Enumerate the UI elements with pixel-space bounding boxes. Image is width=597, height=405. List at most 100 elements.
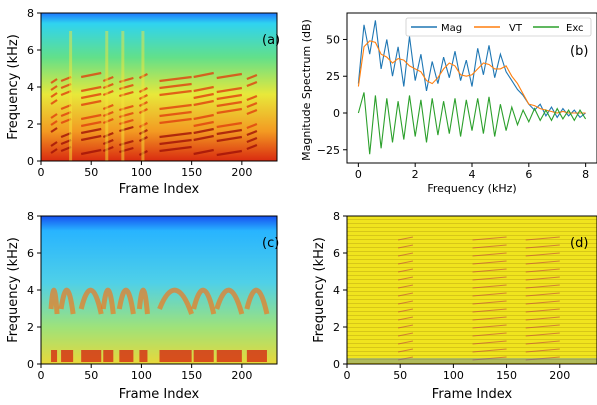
harmonic-stroke [246,80,258,88]
formant-track [191,287,217,315]
panel-b-xlabel: Frequency (kHz) [427,182,516,195]
harmonic-stroke [216,100,243,108]
xtick-label: 200 [549,369,570,382]
excitation-stroke [397,252,414,257]
excitation-stroke [525,268,560,273]
excitation-stroke [397,348,414,353]
excitation-stroke [525,300,560,305]
harmonic-stroke [80,92,102,100]
ytick-label: −25 [317,144,340,157]
spectrogram-a-harmonics [50,31,258,161]
harmonic-stroke [50,99,58,105]
xtick-label: 2 [412,168,419,181]
excitation-stroke [525,292,560,297]
formant-base [193,350,214,362]
harmonic-stroke [80,120,102,128]
harmonic-stroke [80,134,102,142]
harmonic-stroke [159,131,192,139]
excitation-stroke [472,348,507,353]
harmonic-stroke [159,110,192,118]
panel-c-tag: (c) [262,236,279,251]
harmonic-stroke [102,131,114,139]
harmonic-stroke [216,149,243,157]
panel-d-ylabel: Frequency (kHz) [312,237,327,343]
ytick-label: 4 [27,284,34,297]
panel-c-ylabel: Frequency (kHz) [6,237,21,343]
excitation-stroke [472,300,507,305]
harmonic-stroke [193,134,214,142]
ytick-label: 0 [333,358,340,371]
harmonic-stroke [50,78,58,84]
formant-base [103,350,114,362]
harmonic-stroke [246,94,258,102]
voicing-column [105,31,109,161]
harmonic-stroke [193,148,214,156]
excitation-stroke [525,340,560,345]
formant-base [216,350,242,362]
excitation-stroke [525,260,560,265]
harmonic-stroke [50,148,58,154]
xtick-label: 100 [131,369,152,382]
harmonic-stroke [246,108,258,116]
panel-c: (c) Frame Index Frequency (kHz) 0 50 100 15… [6,210,279,402]
harmonic-stroke [246,73,258,81]
xtick-label: 100 [443,369,464,382]
formant-track [244,287,270,315]
xtick-label: 0 [344,369,351,382]
excitation-stroke [397,324,414,329]
formant-track [157,287,194,315]
panel-d-tag: (d) [570,236,588,251]
harmonic-stroke [50,127,58,133]
ytick-label: 0 [333,107,340,120]
harmonic-stroke [102,138,114,146]
xtick-label: 150 [181,166,202,179]
excitation-stroke [472,276,507,281]
excitation-stroke [472,260,507,265]
panel-d-xlabel: Frame Index [432,387,513,402]
excitation-stroke [472,356,507,361]
spectrum-lines [357,20,587,155]
plot-d-spectrogram [347,216,597,364]
ytick-label: 0 [27,358,34,371]
formant-base [246,350,267,362]
excitation-stroke [525,244,560,249]
xtick-label: 150 [181,369,202,382]
ytick-label: 8 [333,210,340,223]
excitation-stroke [397,244,414,249]
excitation-stroke [525,308,560,313]
formant-track [78,287,104,315]
harmonic-stroke [193,120,214,128]
excitation-stroke [397,260,414,265]
harmonic-stroke [193,127,214,135]
excitation-stroke [525,276,560,281]
ytick-label: 6 [27,44,34,57]
harmonic-stroke [193,113,214,121]
formant-track [48,287,60,315]
harmonic-stroke [193,85,214,93]
plot-b-area [346,12,597,164]
voicing-column [141,31,145,161]
formant-base [119,350,134,362]
excitation-stroke [397,356,414,361]
xtick-label: 50 [84,369,98,382]
xtick-label: 0 [355,168,362,181]
low-band [347,358,597,363]
harmonic-stroke [80,113,102,121]
excitation-stroke [472,340,507,345]
panel-a-ylabel: Frequency (kHz) [6,34,21,140]
harmonic-stroke [216,128,243,136]
harmonic-stroke [216,72,243,80]
xtick-label: 200 [231,369,252,382]
excitation-stroke [525,252,560,257]
harmonic-stroke [216,135,243,143]
xtick-label: 50 [84,166,98,179]
excitation-stroke [525,332,560,337]
series-line-vt [357,40,586,114]
excitation-stroke [525,324,560,329]
panel-b: Mag VT Exc (b) Frequency (kHz) Magnitude… [300,12,597,195]
ytick-label: 2 [27,118,34,131]
voicing-column [69,31,73,161]
harmonic-stroke [216,107,243,115]
harmonic-stroke [102,103,114,111]
harmonic-stroke [193,99,214,107]
